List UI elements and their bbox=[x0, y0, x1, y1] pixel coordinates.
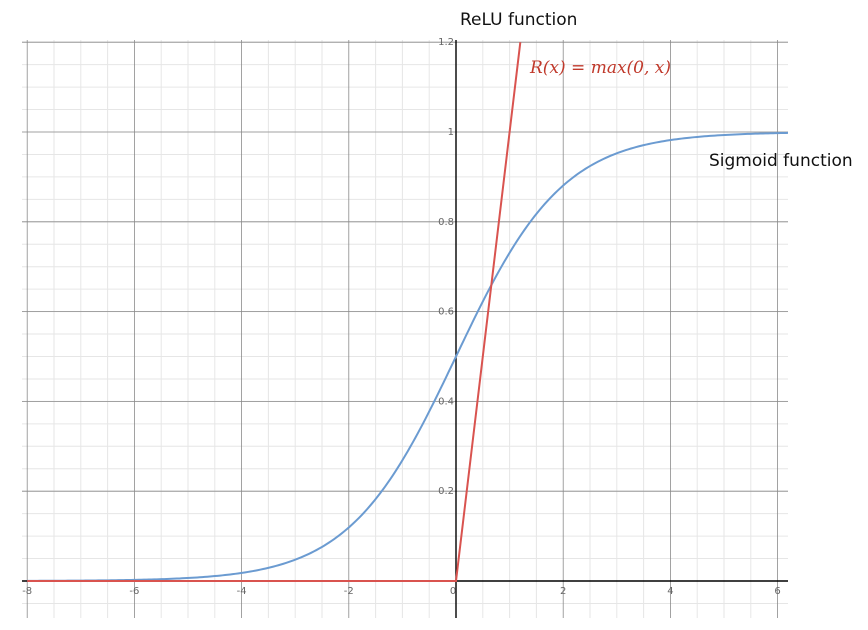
relu-series-line bbox=[27, 42, 522, 582]
sigmoid-title-label: Sigmoid function bbox=[709, 151, 853, 171]
x-tick-label: -6 bbox=[129, 586, 139, 597]
y-tick-labels: 0.2 0.4 0.6 0.8 1 1.2 bbox=[438, 37, 454, 497]
series-lines bbox=[27, 42, 788, 582]
x-tick-label: -4 bbox=[237, 586, 247, 597]
y-tick-label: 1 bbox=[448, 127, 454, 138]
y-tick-label: 0.8 bbox=[438, 217, 454, 228]
x-tick-label: 2 bbox=[560, 586, 566, 597]
relu-formula-label: R(x) = max(0, x) bbox=[529, 58, 671, 78]
major-grid bbox=[22, 40, 788, 618]
y-tick-label: 0.4 bbox=[438, 396, 454, 407]
y-tick-label: 1.2 bbox=[438, 37, 454, 48]
x-tick-label: 0 bbox=[450, 586, 456, 597]
y-tick-label: 0.6 bbox=[438, 307, 454, 318]
x-tick-label: -8 bbox=[22, 586, 32, 597]
sigmoid-series-line bbox=[27, 131, 788, 582]
x-tick-label: 4 bbox=[667, 586, 673, 597]
x-tick-label: 6 bbox=[774, 586, 780, 597]
minor-grid bbox=[22, 40, 788, 618]
axes bbox=[22, 40, 788, 618]
relu-title-label: ReLU function bbox=[460, 10, 577, 30]
y-tick-label: 0.2 bbox=[438, 486, 454, 497]
x-tick-labels: -8 -6 -4 -2 0 2 4 6 bbox=[22, 586, 781, 597]
x-tick-label: -2 bbox=[344, 586, 354, 597]
